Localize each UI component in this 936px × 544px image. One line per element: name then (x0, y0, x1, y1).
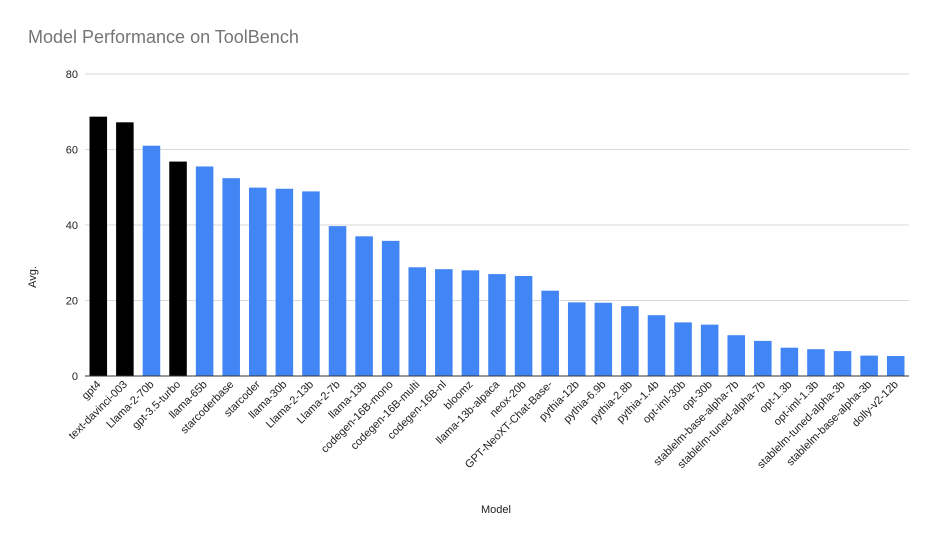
y-tick-label: 80 (66, 69, 78, 81)
bar (275, 188, 294, 376)
y-axis-title: Avg. (27, 266, 39, 288)
bar (541, 290, 559, 376)
x-tick-label: gpt4 (80, 379, 104, 403)
bar (328, 226, 347, 376)
chart-title: Model Performance on ToolBench (28, 27, 299, 47)
bar (488, 274, 506, 376)
bar (886, 355, 905, 376)
bar (567, 302, 586, 376)
bar (833, 351, 852, 376)
bar (381, 240, 400, 376)
bar (674, 322, 692, 376)
bar (195, 166, 214, 376)
bar (302, 191, 320, 376)
bar (169, 161, 187, 376)
y-tick-label: 60 (66, 145, 78, 157)
bar (222, 178, 240, 376)
y-tick-label: 0 (72, 371, 78, 383)
bar (647, 315, 666, 376)
bar (727, 335, 745, 376)
bar (435, 269, 453, 376)
bar (461, 270, 480, 376)
bar (860, 355, 878, 376)
y-tick-label: 40 (66, 220, 78, 232)
x-axis-title: Model (481, 504, 511, 516)
bar (700, 324, 719, 376)
x-axis-ticks: gpt4text-davinci-003Llama-2-70bgpt-3.5-t… (67, 378, 901, 471)
bar (780, 347, 799, 376)
bar (89, 116, 108, 376)
y-tick-label: 20 (66, 296, 78, 308)
bar (249, 187, 267, 376)
bars (89, 116, 905, 376)
bar (807, 349, 825, 376)
bar (408, 267, 427, 376)
bar (355, 236, 373, 376)
bar (514, 275, 533, 376)
bar (754, 340, 772, 376)
bar (621, 306, 639, 376)
y-axis-ticks: 0 20 40 60 80 (66, 69, 78, 383)
bar (142, 145, 161, 376)
bar (594, 302, 613, 376)
bar (116, 122, 134, 376)
